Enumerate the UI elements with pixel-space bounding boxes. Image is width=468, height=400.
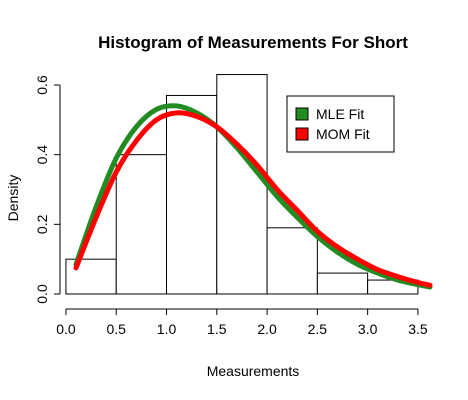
x-tick-label: 3.5 (408, 321, 428, 337)
x-axis-label: Measurements (207, 363, 300, 379)
mle-fit-legend-label: MLE Fit (316, 106, 364, 122)
x-tick-label: 1.0 (157, 321, 177, 337)
histogram-bar-3 (166, 94, 218, 295)
y-tick-label: 0.2 (34, 214, 50, 234)
axes: 0.0 0.5 1.0 1.5 2.0 2.5 3.0 3.5 0.0 0.2 0.4 0.6 (34, 75, 428, 337)
mle-fit-legend-swatch (295, 107, 309, 121)
x-tick-label: 2.5 (308, 321, 328, 337)
legend-box (286, 95, 395, 153)
histogram-bar-1 (65, 258, 117, 295)
x-tick-label: 0.5 (106, 321, 126, 337)
y-tick-label: 0.6 (34, 75, 50, 95)
y-tick-label: 0.0 (34, 284, 50, 304)
mom-fit-legend-swatch (295, 127, 309, 141)
histogram-bar-6 (316, 272, 369, 295)
histogram-bars (65, 74, 419, 295)
y-tick-label: 0.4 (34, 145, 50, 165)
histogram-bar-2 (115, 154, 168, 295)
legend: MLE Fit MOM Fit (286, 95, 395, 153)
x-tick-label: 2.0 (257, 321, 277, 337)
fit-curves (73, 103, 433, 290)
mom-fit-legend-label: MOM Fit (316, 126, 370, 142)
x-tick-label: 1.5 (207, 321, 227, 337)
histogram-bar-5 (266, 227, 318, 295)
x-tick-label: 0.0 (56, 321, 76, 337)
y-axis-label: Density (5, 175, 21, 222)
histogram-bar-4 (216, 74, 268, 295)
x-tick-label: 3.0 (358, 321, 378, 337)
chart-title: Histogram of Measurements For Short (98, 33, 408, 52)
